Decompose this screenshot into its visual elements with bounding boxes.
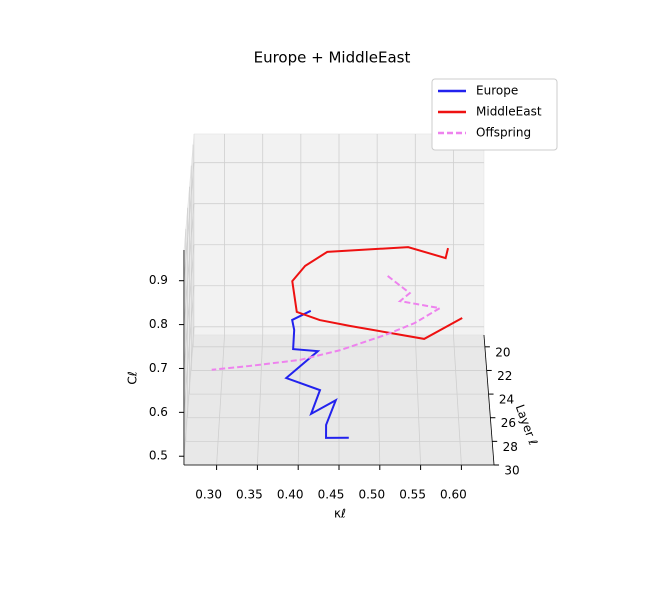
y-tick-label: 30 bbox=[504, 464, 519, 478]
y-axis bbox=[483, 334, 495, 466]
z-axis-label: Cℓ bbox=[126, 371, 140, 384]
z-tick-label: 0.9 bbox=[149, 273, 168, 287]
grid-line bbox=[297, 334, 302, 466]
chart-title: Europe + MiddleEast bbox=[254, 49, 411, 67]
x-tick-label: 0.30 bbox=[195, 488, 222, 502]
x-tick-label: 0.55 bbox=[399, 488, 426, 502]
x-tick-label: 0.40 bbox=[277, 488, 304, 502]
y-tick-label: 26 bbox=[501, 416, 516, 430]
legend-box bbox=[431, 78, 558, 151]
y-tick-label: 24 bbox=[499, 393, 514, 407]
x-tick-label: 0.50 bbox=[358, 488, 385, 502]
x-tick-label: 0.60 bbox=[440, 488, 467, 502]
x-tick-label: 0.45 bbox=[318, 488, 345, 502]
grid-line bbox=[183, 285, 195, 413]
z-tick-label: 0.6 bbox=[149, 405, 168, 419]
grid-line bbox=[216, 334, 225, 466]
y-tick-label: 22 bbox=[497, 369, 512, 383]
grid-line bbox=[183, 244, 195, 369]
data-line bbox=[211, 275, 443, 371]
z-tick-label: 0.8 bbox=[149, 317, 168, 331]
grid-line bbox=[376, 334, 381, 466]
legend: Europe MiddleEast Offspring bbox=[431, 78, 558, 151]
data-line bbox=[291, 246, 463, 340]
y-tick-label: 20 bbox=[495, 345, 510, 359]
legend-label: MiddleEast bbox=[476, 105, 542, 119]
y-tick-label: 28 bbox=[503, 440, 518, 454]
grid-line bbox=[183, 162, 195, 281]
z-tick-label: 0.5 bbox=[149, 449, 168, 463]
x-axis-label: κℓ bbox=[334, 507, 346, 521]
grid-line bbox=[414, 334, 421, 466]
grid-line bbox=[453, 334, 462, 466]
legend-label: Europe bbox=[476, 84, 518, 98]
z-tick-label: 0.7 bbox=[149, 361, 168, 375]
grid-line bbox=[183, 326, 195, 457]
legend-label: Offspring bbox=[476, 126, 531, 140]
x-tick-label: 0.35 bbox=[236, 488, 263, 502]
grid-line bbox=[257, 334, 264, 466]
data-line bbox=[284, 309, 349, 439]
grid-line bbox=[183, 203, 195, 325]
